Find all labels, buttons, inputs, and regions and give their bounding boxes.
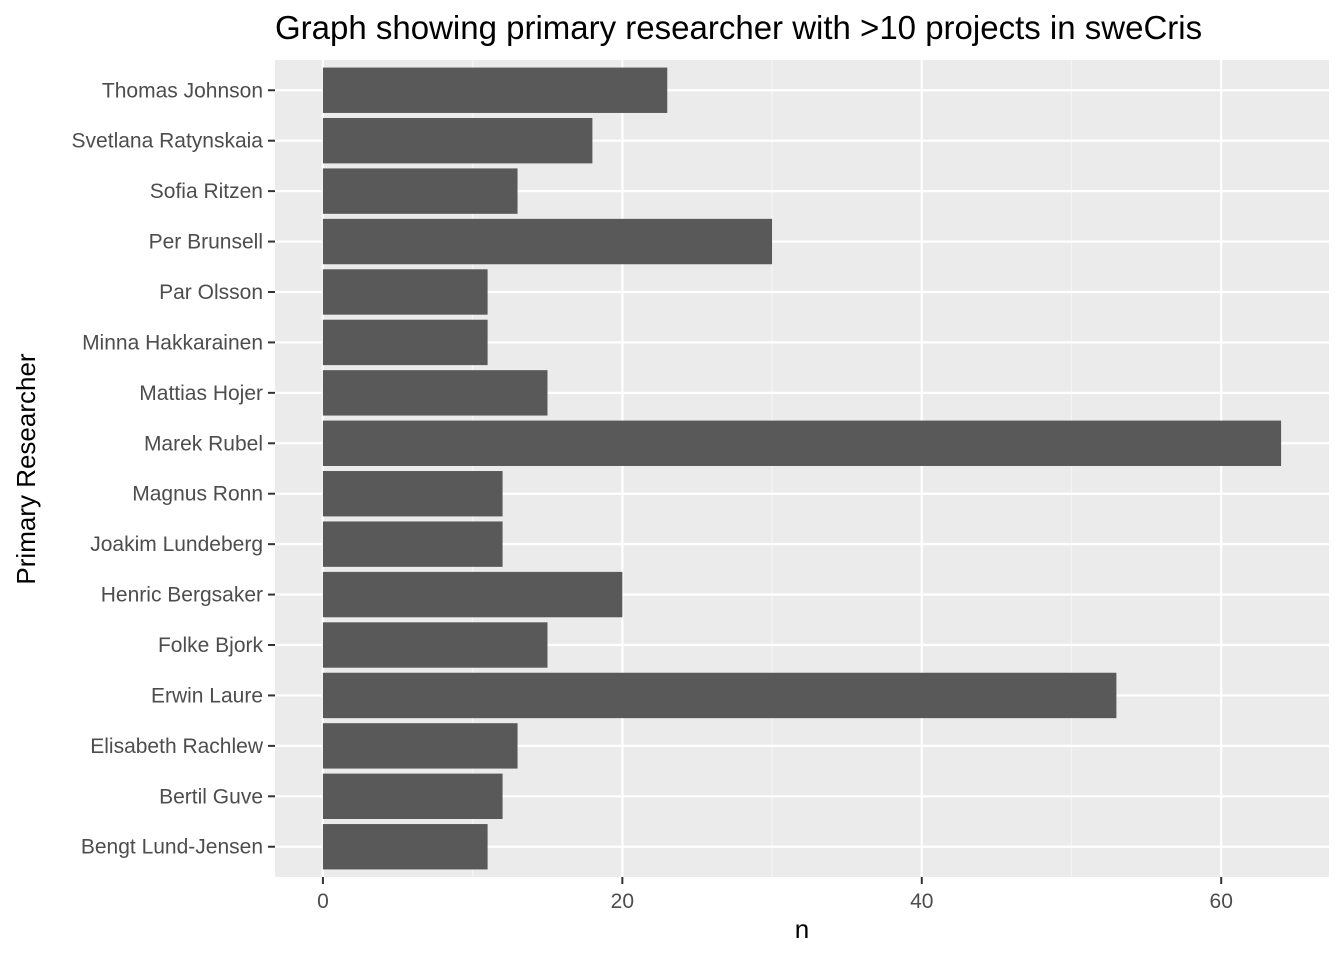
y-tick-label: Thomas Johnson <box>102 79 263 102</box>
bar <box>322 773 503 820</box>
y-tick-label: Henric Bergsaker <box>101 584 263 607</box>
bar <box>322 672 1117 719</box>
bar <box>322 471 503 517</box>
y-tick-label: Minna Hakkarainen <box>82 331 263 354</box>
y-tick-label: Svetlana Ratynskaia <box>72 130 264 153</box>
chart-title: Graph showing primary researcher with >1… <box>275 9 1202 46</box>
y-tick-label: Joakim Lundeberg <box>90 533 263 556</box>
y-tick-label: Marek Rubel <box>144 432 263 455</box>
bar <box>322 319 488 366</box>
bar <box>322 420 1282 466</box>
bar <box>322 269 488 315</box>
y-axis-title: Primary Researcher <box>11 353 41 585</box>
y-tick-label: Bengt Lund-Jensen <box>81 836 263 859</box>
x-tick-label: 40 <box>910 890 933 913</box>
x-tick-label: 0 <box>317 890 329 913</box>
bar <box>322 370 548 416</box>
bar <box>322 824 488 870</box>
x-tick-label: 60 <box>1210 890 1233 913</box>
bar <box>322 622 548 668</box>
x-axis-title: n <box>795 914 809 944</box>
bar <box>322 571 623 618</box>
bar <box>322 723 518 769</box>
bar <box>322 168 518 214</box>
y-tick-label: Sofia Ritzen <box>150 180 263 203</box>
y-tick-label: Bertil Guve <box>159 785 263 808</box>
y-tick-label: Erwin Laure <box>151 684 263 707</box>
bar <box>322 218 773 265</box>
y-tick-label: Magnus Ronn <box>132 483 263 506</box>
x-tick-label: 20 <box>611 890 634 913</box>
x-axis: 0 20 40 60 <box>317 877 1233 913</box>
y-tick-label: Par Olsson <box>159 281 263 304</box>
bar <box>322 521 503 567</box>
y-tick-label: Per Brunsell <box>149 231 263 254</box>
y-axis: Thomas Johnson Svetlana Ratynskaia Sofia R… <box>72 79 275 859</box>
bar <box>322 117 593 164</box>
bars <box>322 67 1282 870</box>
y-tick-label: Elisabeth Rachlew <box>90 735 264 758</box>
y-tick-label: Folke Bjork <box>158 634 264 657</box>
bar <box>322 67 668 113</box>
y-tick-label: Mattias Hojer <box>139 382 263 405</box>
